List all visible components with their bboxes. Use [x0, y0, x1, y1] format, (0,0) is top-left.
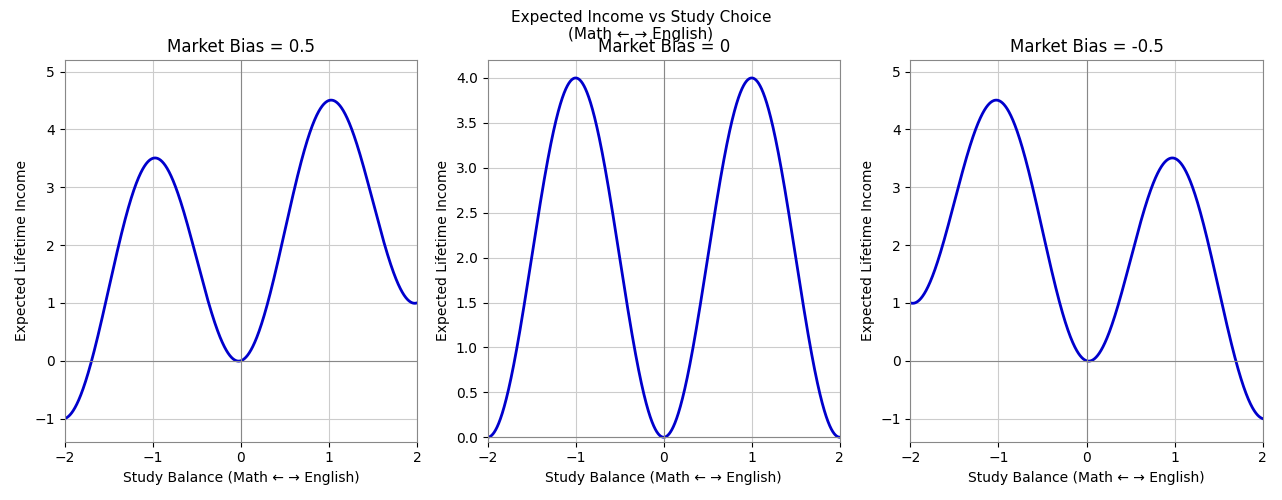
X-axis label: Study Balance (Math ← → English): Study Balance (Math ← → English) [123, 471, 359, 485]
Y-axis label: Expected Lifetime Income: Expected Lifetime Income [860, 160, 874, 342]
Y-axis label: Expected Lifetime Income: Expected Lifetime Income [15, 160, 29, 342]
Text: Expected Income vs Study Choice
(Math ← → English): Expected Income vs Study Choice (Math ← … [510, 10, 772, 42]
X-axis label: Study Balance (Math ← → English): Study Balance (Math ← → English) [968, 471, 1205, 485]
Title: Market Bias = 0: Market Bias = 0 [597, 38, 729, 56]
Y-axis label: Expected Lifetime Income: Expected Lifetime Income [436, 160, 450, 342]
X-axis label: Study Balance (Math ← → English): Study Balance (Math ← → English) [545, 471, 782, 485]
Title: Market Bias = 0.5: Market Bias = 0.5 [167, 38, 315, 56]
Title: Market Bias = -0.5: Market Bias = -0.5 [1010, 38, 1164, 56]
